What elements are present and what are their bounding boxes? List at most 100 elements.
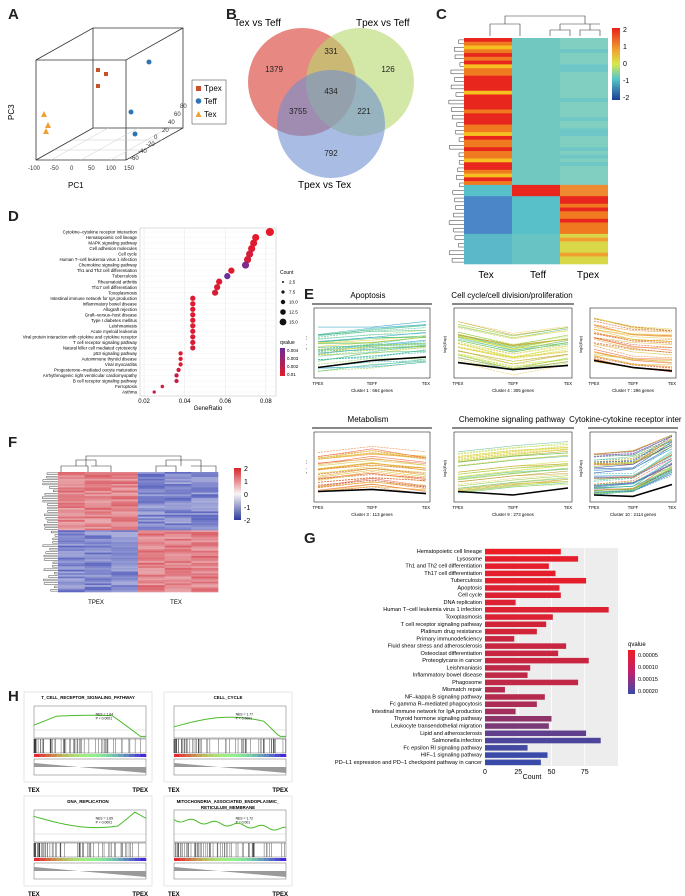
heatmap-f-cell xyxy=(138,545,165,548)
heatmap-f-cell xyxy=(138,578,165,581)
heatmap-f-cell xyxy=(191,490,219,493)
heatmap-f-cell xyxy=(111,550,139,553)
f-scale-tick: 2 xyxy=(244,466,248,473)
heatmap-c-cell xyxy=(512,252,560,257)
heatmap-f-cell xyxy=(138,518,165,521)
d-dot xyxy=(190,312,196,318)
venn-label-b: Tpex vs Teff xyxy=(356,18,410,29)
legend-tpex: Tpex xyxy=(204,84,222,93)
heatmap-f-cell xyxy=(191,559,219,562)
heatmap-f-cell xyxy=(138,557,165,560)
heatmap-c-cell xyxy=(560,222,608,227)
heatmap-f-cell xyxy=(84,550,112,553)
heatmap-f-cell xyxy=(191,545,219,548)
heatmap-f-cell xyxy=(58,581,85,584)
d-dot xyxy=(250,239,258,247)
g-bar xyxy=(485,570,556,577)
heatmap-c-cell xyxy=(560,233,608,238)
heatmap-f-cell xyxy=(191,547,219,550)
heatmap-f-cell xyxy=(84,554,112,557)
heatmap-f-cell xyxy=(191,477,219,480)
heatmap-f-cell xyxy=(84,562,112,565)
heatmap-c-cell xyxy=(512,109,560,114)
heatmap-c-cell xyxy=(560,241,608,246)
f-scale-tick: 1 xyxy=(244,479,248,486)
pca-point-teff xyxy=(146,59,152,65)
d-dot xyxy=(190,323,196,329)
heatmap-f-cell xyxy=(84,516,112,519)
panel-label-e: E xyxy=(304,286,315,303)
pca-point-tex xyxy=(41,111,47,117)
heatmap-f-cell xyxy=(164,485,192,488)
heatmap-c-cell xyxy=(464,105,512,110)
heatmap-c-cell xyxy=(560,71,608,76)
heatmap-f-cell xyxy=(191,588,219,591)
heatmap-f-cell xyxy=(84,568,112,571)
heatmap-f-cell xyxy=(191,504,219,507)
heatmap-f-cell xyxy=(111,554,139,557)
f-scale-tick: -1 xyxy=(244,505,250,512)
f-col-label: TEX xyxy=(170,600,182,606)
trend-panel-title: Chemokine signaling pathway xyxy=(459,415,565,424)
d-dot xyxy=(228,267,235,274)
heatmap-c: 2 1 0 -1 -2 Tex Teff Tpex xyxy=(448,15,629,281)
heatmap-f-cell xyxy=(111,516,139,519)
d-size-legend-dot xyxy=(280,299,286,305)
heatmap-c-cell xyxy=(560,49,608,54)
heatmap-f-cell xyxy=(138,526,165,529)
heatmap-c-cell xyxy=(512,135,560,140)
heatmap-f-cell xyxy=(111,566,139,569)
g-category-label: Apoptosis xyxy=(457,585,482,591)
gsea-left-label: TEX xyxy=(168,892,180,896)
heatmap-f-cell xyxy=(191,506,219,509)
d-pathway-label: Tuberculosis xyxy=(112,274,138,279)
heatmap-f-cell xyxy=(191,542,219,545)
heatmap-f-cell xyxy=(58,533,85,536)
heatmap-c-cell xyxy=(464,53,512,58)
heatmap-c-cell xyxy=(512,237,560,242)
heatmap-f-cell xyxy=(191,586,219,589)
heatmap-c-cell xyxy=(464,181,512,186)
heatmap-f-cell xyxy=(191,552,219,555)
heatmap-c-cell xyxy=(560,60,608,65)
g-category-label: Phagosome xyxy=(452,680,482,686)
g-bar xyxy=(485,636,515,642)
heatmap-f-cell xyxy=(58,475,85,478)
heatmap-c-cell xyxy=(464,79,512,84)
heatmap-f-cell xyxy=(84,501,112,504)
heatmap-c-cell xyxy=(464,98,512,103)
trend-panel: log2(Exp) TPEX TEFF TEX Cluster 7 : 296 gene… xyxy=(578,307,677,393)
heatmap-c-cell xyxy=(512,177,560,182)
heatmap-f-cell xyxy=(164,511,192,514)
d-dot xyxy=(190,339,196,345)
trend-xlabel: TEX xyxy=(668,381,676,386)
g-bar xyxy=(485,614,553,620)
heatmap-f-cell xyxy=(191,475,219,478)
heatmap-f-cell xyxy=(58,484,85,487)
heatmap-f-cell xyxy=(138,550,165,553)
trend-xlabel: TPEX xyxy=(589,505,600,510)
heatmap-f-cell xyxy=(111,588,139,591)
heatmap-c-cell xyxy=(464,230,512,235)
gsea-pvalue: P = 0.001 xyxy=(236,821,251,825)
venn-label-a: Tex vs Teff xyxy=(234,18,281,29)
heatmap-c-cell xyxy=(560,79,608,84)
heatmap-c-cell xyxy=(512,38,560,43)
heatmap-f-cell xyxy=(138,564,165,567)
heatmap-f-cell xyxy=(58,514,85,517)
heatmap-f-cell xyxy=(191,544,219,547)
heatmap-c-cell xyxy=(560,75,608,80)
heatmap-f-cell xyxy=(138,502,165,505)
heatmap-f-cell xyxy=(138,475,165,478)
heatmap-f-cell xyxy=(84,549,112,552)
d-dot xyxy=(265,227,274,237)
heatmap-f-cell xyxy=(138,535,165,538)
heatmap-c-cell xyxy=(464,256,512,261)
heatmap-c-cell xyxy=(560,218,608,223)
gsea-title: RETICULUM_MEMBRANE xyxy=(201,805,255,810)
trend-xlabel: TEX xyxy=(564,381,572,386)
trend-panel: Chemokine signaling pathway log2(Exp) TPEX… xyxy=(442,415,574,517)
g-bar xyxy=(485,563,549,569)
heatmap-f-cell xyxy=(191,528,219,531)
g-category-label: Cell cycle xyxy=(458,593,482,599)
